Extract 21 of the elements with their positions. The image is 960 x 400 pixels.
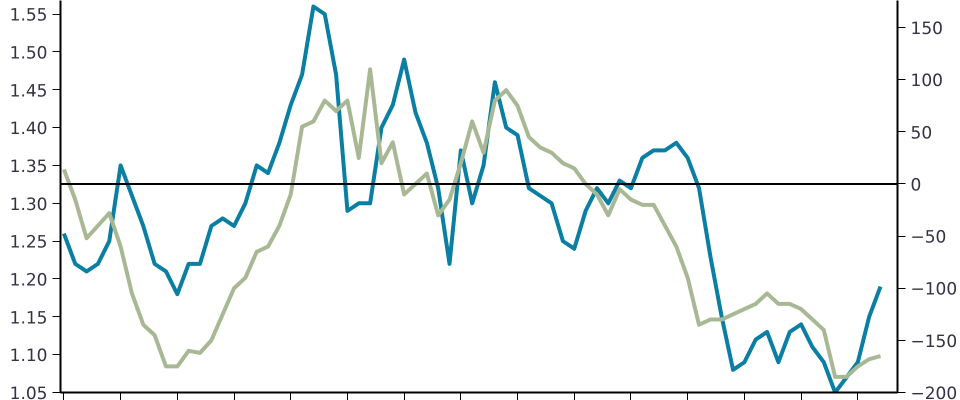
y2-tick-label: 50 (910, 123, 932, 144)
y2-tick-label: 150 (910, 19, 943, 40)
y-tick-label: 1.20 (10, 270, 48, 290)
y-tick-label: 1.40 (10, 119, 48, 140)
y2-tick-label: −50 (910, 228, 946, 248)
y-tick-label: 1.25 (10, 232, 48, 253)
line-series (62, 4, 882, 392)
y2-tick-label: 100 (910, 71, 943, 92)
y-tick-label: 1.35 (10, 156, 48, 177)
y2-tick-label: −100 (910, 280, 958, 300)
y2-tick-label: 0 (910, 175, 922, 196)
y2-tick-label: −200 (910, 384, 958, 400)
y-tick-label: 1.15 (10, 308, 48, 328)
y-tick-label: 1.30 (10, 194, 48, 215)
y-tick-label: 1.50 (10, 43, 48, 64)
y2-tick-label: −150 (910, 332, 958, 352)
y-tick-label: 1.10 (10, 346, 48, 366)
y-tick-label: 1.55 (10, 6, 48, 26)
line-series (62, 67, 882, 379)
y-tick-label: 1.45 (10, 81, 48, 102)
y-tick-label: 1.05 (10, 384, 48, 400)
